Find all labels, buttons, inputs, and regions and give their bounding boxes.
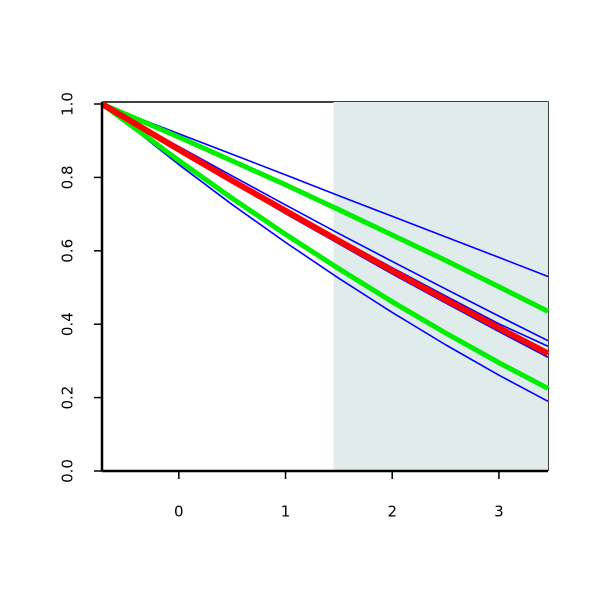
- y-tick-label: 0.8: [59, 165, 77, 189]
- data-line: [101, 103, 549, 402]
- y-tick-label: 1.0: [59, 92, 77, 116]
- y-tick-label: 0.2: [59, 386, 77, 410]
- x-tick-label: 2: [387, 503, 397, 521]
- data-line: [101, 103, 549, 342]
- x-tick-label: 1: [281, 503, 291, 521]
- data-line: [100, 101, 550, 357]
- data-line: [100, 101, 550, 391]
- x-tick-label: 3: [494, 503, 504, 521]
- y-tick-label: 0.0: [59, 459, 77, 483]
- data-line: [101, 101, 550, 314]
- y-tick-label: 0.4: [59, 312, 77, 336]
- x-tick-label: 0: [174, 503, 184, 521]
- y-tick-label: 0.6: [59, 239, 77, 263]
- data-line: [101, 103, 549, 278]
